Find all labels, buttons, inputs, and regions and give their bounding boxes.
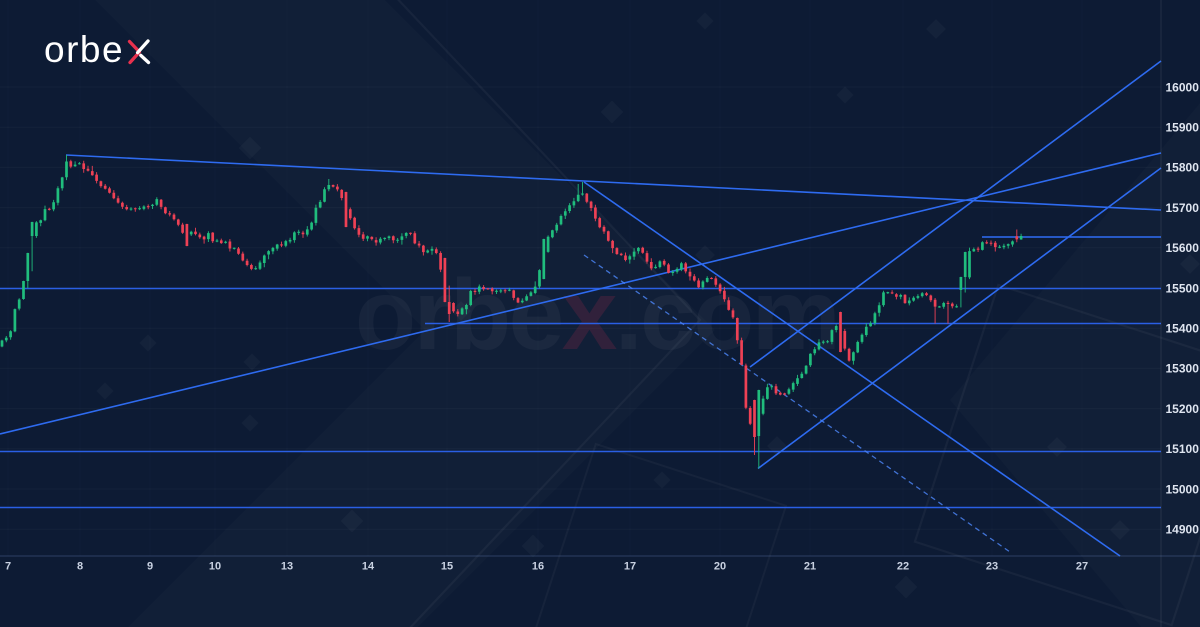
svg-text:9: 9 <box>147 561 153 573</box>
svg-text:16: 16 <box>532 561 544 573</box>
svg-text:14900: 14900 <box>1166 523 1200 537</box>
svg-text:15100: 15100 <box>1166 442 1200 456</box>
svg-text:21: 21 <box>804 561 816 573</box>
svg-text:27: 27 <box>1076 561 1088 573</box>
svg-text:orbe: orbe <box>44 29 124 70</box>
svg-text:15300: 15300 <box>1166 362 1200 376</box>
svg-text:17: 17 <box>624 561 636 573</box>
svg-text:23: 23 <box>986 561 998 573</box>
svg-text:22: 22 <box>897 561 909 573</box>
svg-text:16000: 16000 <box>1166 80 1200 94</box>
svg-text:15: 15 <box>441 561 453 573</box>
svg-text:10: 10 <box>209 561 221 573</box>
svg-text:15800: 15800 <box>1166 161 1200 175</box>
svg-text:15600: 15600 <box>1166 241 1200 255</box>
svg-text:8: 8 <box>77 561 83 573</box>
svg-text:13: 13 <box>281 561 293 573</box>
svg-text:14: 14 <box>362 561 375 573</box>
svg-text:20: 20 <box>714 561 726 573</box>
svg-text:15500: 15500 <box>1166 281 1200 295</box>
svg-text:orbex.com: orbex.com <box>355 259 838 371</box>
svg-text:15400: 15400 <box>1166 322 1200 336</box>
svg-text:15000: 15000 <box>1166 482 1200 496</box>
svg-text:7: 7 <box>5 561 11 573</box>
svg-text:15700: 15700 <box>1166 201 1200 215</box>
svg-text:15200: 15200 <box>1166 402 1200 416</box>
svg-text:15900: 15900 <box>1166 121 1200 135</box>
